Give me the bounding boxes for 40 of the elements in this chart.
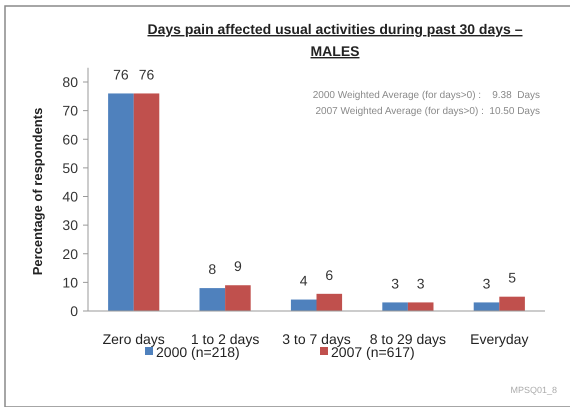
data-label: 76 [113, 66, 129, 82]
y-tick-label: 60 [62, 131, 78, 148]
data-label: 5 [508, 270, 516, 286]
bar [225, 285, 251, 311]
legend-label: 2000 (n=218) [156, 344, 240, 360]
data-label: 4 [300, 272, 308, 289]
bar [474, 302, 500, 311]
bar [499, 296, 525, 311]
y-tick-label: 40 [62, 188, 78, 204]
bar [108, 93, 134, 311]
y-axis-title: Percentage of respondents [30, 108, 45, 276]
data-label: 3 [391, 275, 400, 292]
text: MPSQ01_8 [510, 385, 557, 395]
x-tick-label: 8 to 29 days [370, 331, 446, 347]
y-tick-label: 30 [62, 217, 78, 234]
annotation: 2007 Weighted Average (for days>0) : 10.50 Days [316, 106, 540, 117]
bar [290, 300, 316, 311]
y-tick-label: 70 [62, 102, 78, 119]
y-tick-label: 80 [62, 74, 78, 90]
y-tick-label: 0 [70, 303, 78, 319]
x-tick-label: Everyday [470, 331, 528, 347]
chart-title: Days pain affected usual activities during past 30 days – MALES [147, 21, 523, 59]
data-label: 76 [138, 66, 154, 82]
bar [408, 302, 434, 311]
data-label: 8 [208, 261, 216, 278]
data-label: 6 [325, 266, 334, 283]
x-tick-label: Zero days [102, 331, 165, 347]
bar [134, 93, 160, 311]
x-tick-label: 3 to 7 days [282, 331, 351, 347]
annotation: 2000 Weighted Average (for days>0) : 9.38 Days [312, 90, 540, 101]
data-label: 3 [416, 275, 425, 292]
y-tick-label: 20 [62, 246, 78, 262]
bar [200, 288, 226, 311]
y-tick-label: 50 [62, 160, 78, 176]
data-label: 9 [234, 258, 242, 274]
x-tick-label: 1 to 2 days [190, 331, 260, 347]
bar [316, 294, 342, 311]
bar [382, 302, 408, 311]
y-tick-label: 10 [62, 274, 78, 290]
data-label: 3 [482, 275, 491, 292]
